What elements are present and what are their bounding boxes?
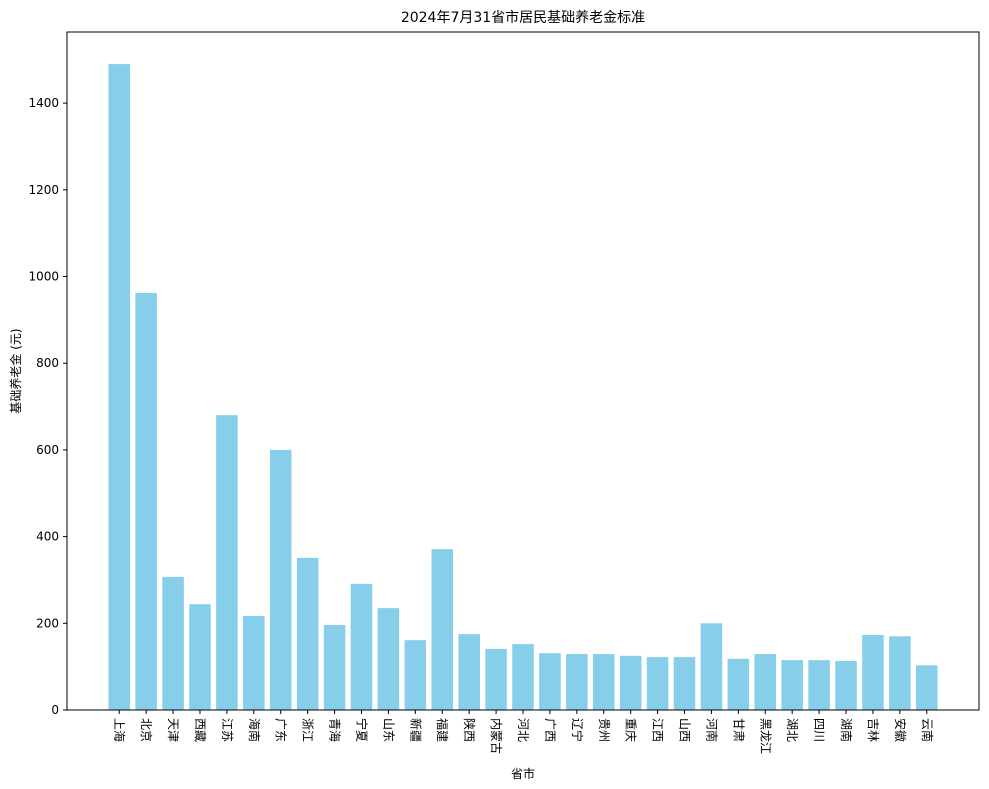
bar xyxy=(835,661,857,710)
x-tick-label: 贵州 xyxy=(597,718,611,742)
bar xyxy=(216,415,238,710)
bar xyxy=(781,660,803,710)
bar xyxy=(700,623,723,710)
x-tick-label: 天津 xyxy=(166,718,180,742)
x-tick-label: 湖南 xyxy=(839,718,854,742)
x-tick-label: 浙江 xyxy=(301,718,315,742)
bar xyxy=(754,654,777,710)
x-tick-label: 宁夏 xyxy=(354,718,369,742)
bar xyxy=(485,648,507,710)
bar xyxy=(646,657,669,710)
bar xyxy=(673,657,696,710)
x-tick-label: 山西 xyxy=(678,718,692,742)
y-tick-label: 1200 xyxy=(28,183,59,197)
bar xyxy=(323,625,346,710)
x-tick-label: 北京 xyxy=(139,718,153,742)
x-tick-label: 四川 xyxy=(812,718,826,742)
bar xyxy=(592,654,615,710)
x-tick-label: 广西 xyxy=(543,718,557,742)
x-tick-label: 河北 xyxy=(516,718,530,742)
bar xyxy=(162,576,184,710)
x-tick-label: 新疆 xyxy=(408,718,423,742)
x-tick-label: 江苏 xyxy=(220,718,234,742)
bar xyxy=(619,655,642,710)
x-tick-label: 甘肃 xyxy=(731,718,745,742)
x-tick-label: 重庆 xyxy=(624,718,638,742)
x-tick-label: 广东 xyxy=(274,718,288,742)
y-tick-label: 1400 xyxy=(28,96,59,110)
x-tick-label: 吉林 xyxy=(866,718,880,742)
x-tick-label: 山东 xyxy=(381,718,395,742)
x-tick-label: 西藏 xyxy=(193,718,207,742)
bar xyxy=(808,660,830,710)
bar xyxy=(135,292,157,710)
x-tick-label: 青海 xyxy=(328,718,343,742)
x-tick-label: 陕西 xyxy=(462,718,477,742)
y-tick-label: 200 xyxy=(36,616,59,630)
x-tick-label: 云南 xyxy=(920,718,935,742)
bar xyxy=(512,644,534,710)
y-tick-label: 0 xyxy=(51,703,59,717)
y-tick-label: 600 xyxy=(36,443,59,457)
x-tick-label: 内蒙古 xyxy=(489,718,504,754)
bar xyxy=(916,665,938,710)
x-tick-label: 河南 xyxy=(704,718,719,742)
bar xyxy=(727,658,750,710)
bar xyxy=(243,615,265,710)
bar xyxy=(269,449,292,710)
bar xyxy=(539,653,561,710)
bar xyxy=(431,549,454,710)
bar xyxy=(377,608,400,710)
bar xyxy=(404,640,427,710)
x-tick-label: 湖北 xyxy=(785,718,800,742)
bar xyxy=(889,636,911,710)
bar xyxy=(189,604,211,710)
y-tick-label: 800 xyxy=(36,356,59,370)
x-tick-label: 上海 xyxy=(112,718,127,742)
bar xyxy=(458,634,480,710)
bar xyxy=(350,583,373,710)
x-axis-label: 省市 xyxy=(511,766,535,781)
x-tick-label: 海南 xyxy=(247,718,262,742)
y-tick-label: 400 xyxy=(36,530,59,544)
x-tick-label: 福建 xyxy=(435,718,450,742)
x-tick-label: 安徽 xyxy=(893,718,908,742)
x-tick-label: 辽宁 xyxy=(570,718,585,742)
chart-title: 2024年7月31省市居民基础养老金标准 xyxy=(401,9,645,26)
x-tick-label: 黑龙江 xyxy=(758,718,772,754)
y-axis-label: 基础养老金 (元) xyxy=(8,328,23,413)
plot-frame xyxy=(66,31,980,711)
x-tick-label: 江西 xyxy=(651,718,665,742)
bar xyxy=(108,64,130,710)
y-tick-label: 1000 xyxy=(28,269,59,283)
bar xyxy=(566,654,588,710)
bar xyxy=(862,635,884,710)
bar xyxy=(296,557,319,710)
